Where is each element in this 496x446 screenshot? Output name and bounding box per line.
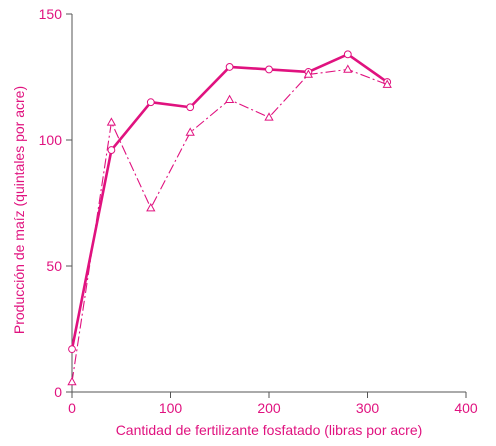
y-axis-label: Producción de maíz (quintales por acre) — [11, 86, 27, 334]
data-point-triangle — [67, 376, 77, 386]
data-point-circle — [225, 63, 234, 71]
y-tick-label: 150 — [39, 6, 63, 22]
y-tick-label: 0 — [54, 384, 62, 400]
data-point-circle — [265, 65, 273, 74]
x-tick-label: 200 — [257, 400, 281, 416]
data-point-triangle — [343, 64, 353, 73]
x-tick-label: 0 — [68, 400, 76, 416]
data-point-circle — [186, 103, 195, 112]
y-tick-label: 100 — [39, 132, 63, 148]
x-tick-label: 400 — [454, 400, 478, 416]
series-group — [67, 50, 392, 386]
data-point-triangle — [106, 117, 117, 126]
series-line — [71, 68, 388, 383]
data-point-circle — [146, 98, 155, 107]
data-point-circle — [343, 50, 352, 59]
x-axis-label: Cantidad de fertilizante fosfatado (libr… — [116, 422, 423, 438]
axes-group: 0 100 200 300 400 0 50 100 150 — [39, 6, 478, 416]
data-point-triangle — [185, 127, 195, 136]
data-point-triangle — [146, 203, 156, 212]
data-point-circle — [68, 345, 76, 354]
series-2 — [67, 64, 392, 386]
data-point-triangle — [264, 112, 274, 121]
series-1 — [68, 50, 392, 354]
x-tick-label: 100 — [159, 400, 183, 416]
x-tick-label: 300 — [356, 400, 380, 416]
data-point-triangle — [303, 69, 314, 78]
data-point-triangle — [224, 94, 235, 103]
data-point-circle — [107, 146, 116, 154]
data-point-triangle — [382, 79, 392, 88]
y-tick-label: 50 — [46, 258, 62, 274]
